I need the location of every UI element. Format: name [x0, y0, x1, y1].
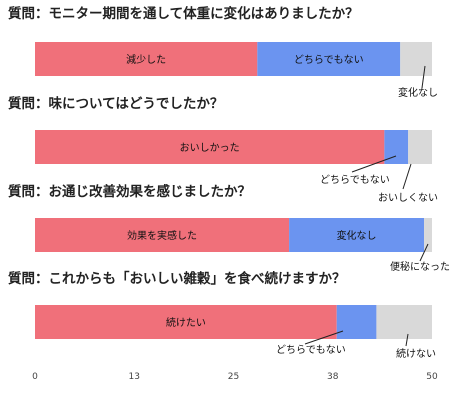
x-tick-label-25: 25 [228, 372, 239, 382]
segment-label-q2-2: どちらでもない [320, 174, 390, 186]
bar-segment-q4-3 [376, 305, 432, 339]
segment-label-q1-1: 減少した [126, 53, 166, 66]
leader-line-q3-3 [419, 243, 429, 262]
segment-label-q2-1: おいしかった [180, 142, 240, 154]
bar-segment-q3-3 [424, 218, 432, 252]
bar-segment-q2-3 [408, 130, 432, 164]
question-title-2: 質問：味についてはどうでしたか？ [8, 95, 223, 112]
x-tick-label-50: 50 [426, 372, 438, 382]
leader-line-q4-2 [304, 330, 344, 345]
bar-segment-q1-2 [257, 42, 401, 76]
x-tick-label-0: 0 [32, 372, 38, 382]
leader-line-q2-2 [351, 155, 397, 173]
segment-label-q2-3: おいしくない [378, 192, 438, 204]
question-title-1: 質問：モニター期間を通して体重に変化はありましたか？ [8, 5, 359, 22]
leader-line-q1-3 [421, 65, 426, 89]
segment-label-q3-1: 効果を実感した [127, 229, 197, 242]
bar-segment-q2-1 [35, 130, 385, 164]
leader-line-q4-3 [405, 333, 409, 347]
bar-segment-q2-2 [384, 130, 409, 164]
bar-segment-q3-2 [289, 218, 425, 252]
segment-label-q4-2: どちらでもない [276, 344, 346, 356]
bar-segment-q3-1 [35, 218, 290, 252]
segment-label-q4-1: 続けたい [166, 316, 206, 329]
x-tick-label-13: 13 [129, 372, 140, 382]
segment-label-q3-2: 変化なし [337, 229, 377, 242]
bar-segment-q1-3 [400, 42, 432, 76]
segment-label-q4-3: 続けない [396, 347, 436, 360]
question-title-3: 質問：お通じ改善効果を感じましたか？ [8, 183, 251, 200]
question-title-4: 質問：これからも「おいしい雑穀」を食べ続けますか？ [8, 270, 346, 287]
bar-segment-q4-2 [336, 305, 377, 339]
bar-segment-q4-1 [35, 305, 337, 339]
x-tick-label-38: 38 [327, 372, 339, 382]
bar-segment-q1-1 [35, 42, 258, 76]
segment-label-q1-2: どちらでもない [294, 54, 364, 66]
segment-label-q3-3: 便秘になった [390, 260, 450, 273]
segment-label-q1-3: 変化なし [398, 86, 438, 99]
leader-line-q2-3 [402, 163, 412, 190]
